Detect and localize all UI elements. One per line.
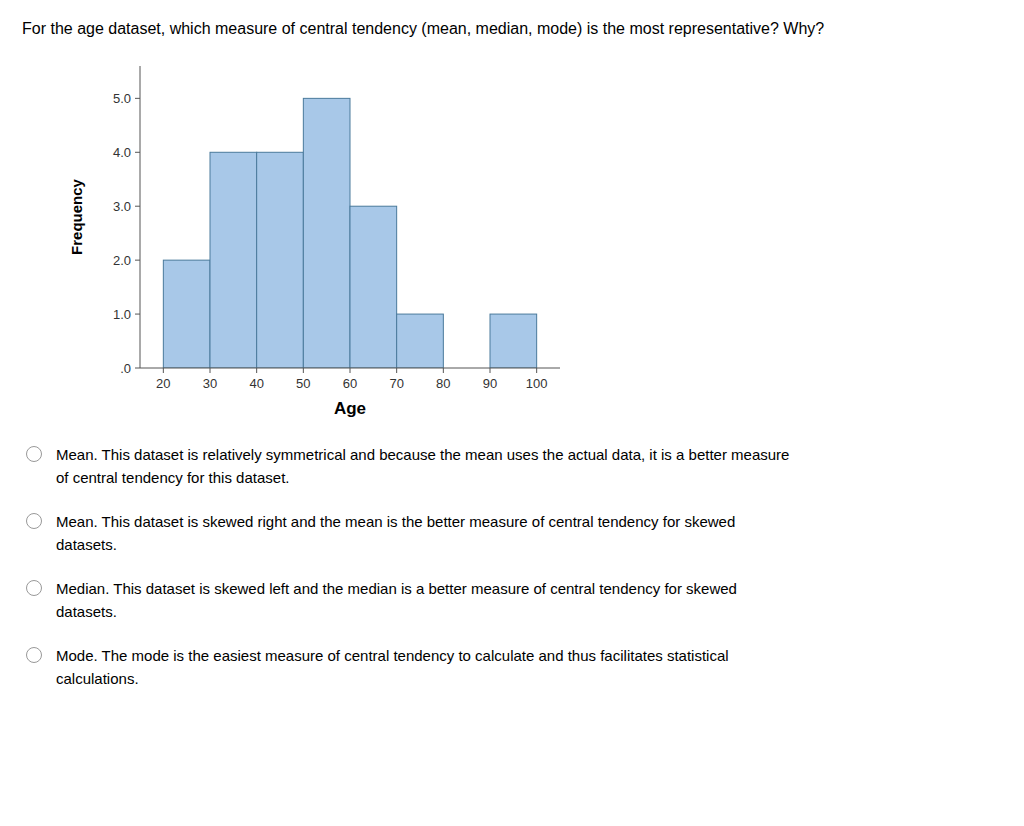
x-tick-label: 70: [389, 376, 403, 391]
x-tick: [163, 368, 164, 373]
x-tick: [303, 368, 304, 373]
x-tick-label: 100: [526, 376, 548, 391]
y-tick: [135, 314, 140, 315]
x-tick: [256, 368, 257, 373]
y-tick-label: .0: [120, 361, 131, 376]
y-tick: [135, 98, 140, 99]
radio-button: [26, 647, 42, 663]
x-tick: [350, 368, 351, 373]
y-axis-line: [140, 66, 141, 368]
answer-option: Mode. The mode is the easiest measure of…: [22, 645, 1002, 690]
x-tick-label: 80: [436, 376, 450, 391]
answer-option: Mean. This dataset is skewed right and t…: [22, 511, 1002, 556]
x-tick-label: 90: [483, 376, 497, 391]
histogram: 20 30 40 50 60 70 80 90 100 .0 1.0 2.0 3.0 4.0 5.0 Age F…: [62, 50, 582, 430]
x-axis-label: Age: [334, 399, 366, 418]
y-tick-label: 3.0: [113, 199, 131, 214]
question: For the age dataset, which measure of ce…: [22, 18, 1002, 40]
answer-option: Mean. This dataset is relatively symmetr…: [22, 444, 1002, 489]
x-tick-label: 20: [156, 376, 170, 391]
option-text: Mode. The mode is the easiest measure of…: [56, 645, 729, 690]
x-tick-label: 60: [343, 376, 357, 391]
x-tick: [396, 368, 397, 373]
y-tick: [135, 152, 140, 153]
y-tick: [135, 206, 140, 207]
y-tick-label: 1.0: [113, 307, 131, 322]
histogram-bar: [303, 99, 350, 369]
y-axis-label: Frequency: [68, 179, 85, 256]
radio-button: [26, 513, 42, 529]
histogram-bar: [490, 314, 537, 368]
histogram-bar: [397, 314, 444, 368]
y-tick-label: 5.0: [113, 91, 131, 106]
options: Mean. This dataset is relatively symmetr…: [22, 444, 1002, 690]
x-tick: [536, 368, 537, 373]
x-tick: [210, 368, 211, 373]
option-text: Mean. This dataset is skewed right and t…: [56, 511, 735, 556]
radio-button: [26, 580, 42, 596]
y-tick-label: 2.0: [113, 253, 131, 268]
y-tick: [135, 368, 140, 369]
histogram-bar: [257, 153, 304, 369]
radio-button: [26, 446, 42, 462]
page: For the age dataset, which measure of ce…: [0, 0, 1024, 690]
histogram-bar: [350, 207, 397, 369]
x-tick-label: 40: [249, 376, 263, 391]
option-text: Median. This dataset is skewed left and …: [56, 578, 737, 623]
y-tick-label: 4.0: [113, 145, 131, 160]
x-tick: [490, 368, 491, 373]
option-text: Mean. This dataset is relatively symmetr…: [56, 444, 789, 489]
y-tick: [135, 260, 140, 261]
x-tick-label: 50: [296, 376, 310, 391]
x-tick: [443, 368, 444, 373]
answer-option: Median. This dataset is skewed left and …: [22, 578, 1002, 623]
bars: [163, 99, 536, 369]
histogram-bar: [163, 261, 210, 369]
x-tick-label: 30: [203, 376, 217, 391]
histogram-bar: [210, 153, 257, 369]
